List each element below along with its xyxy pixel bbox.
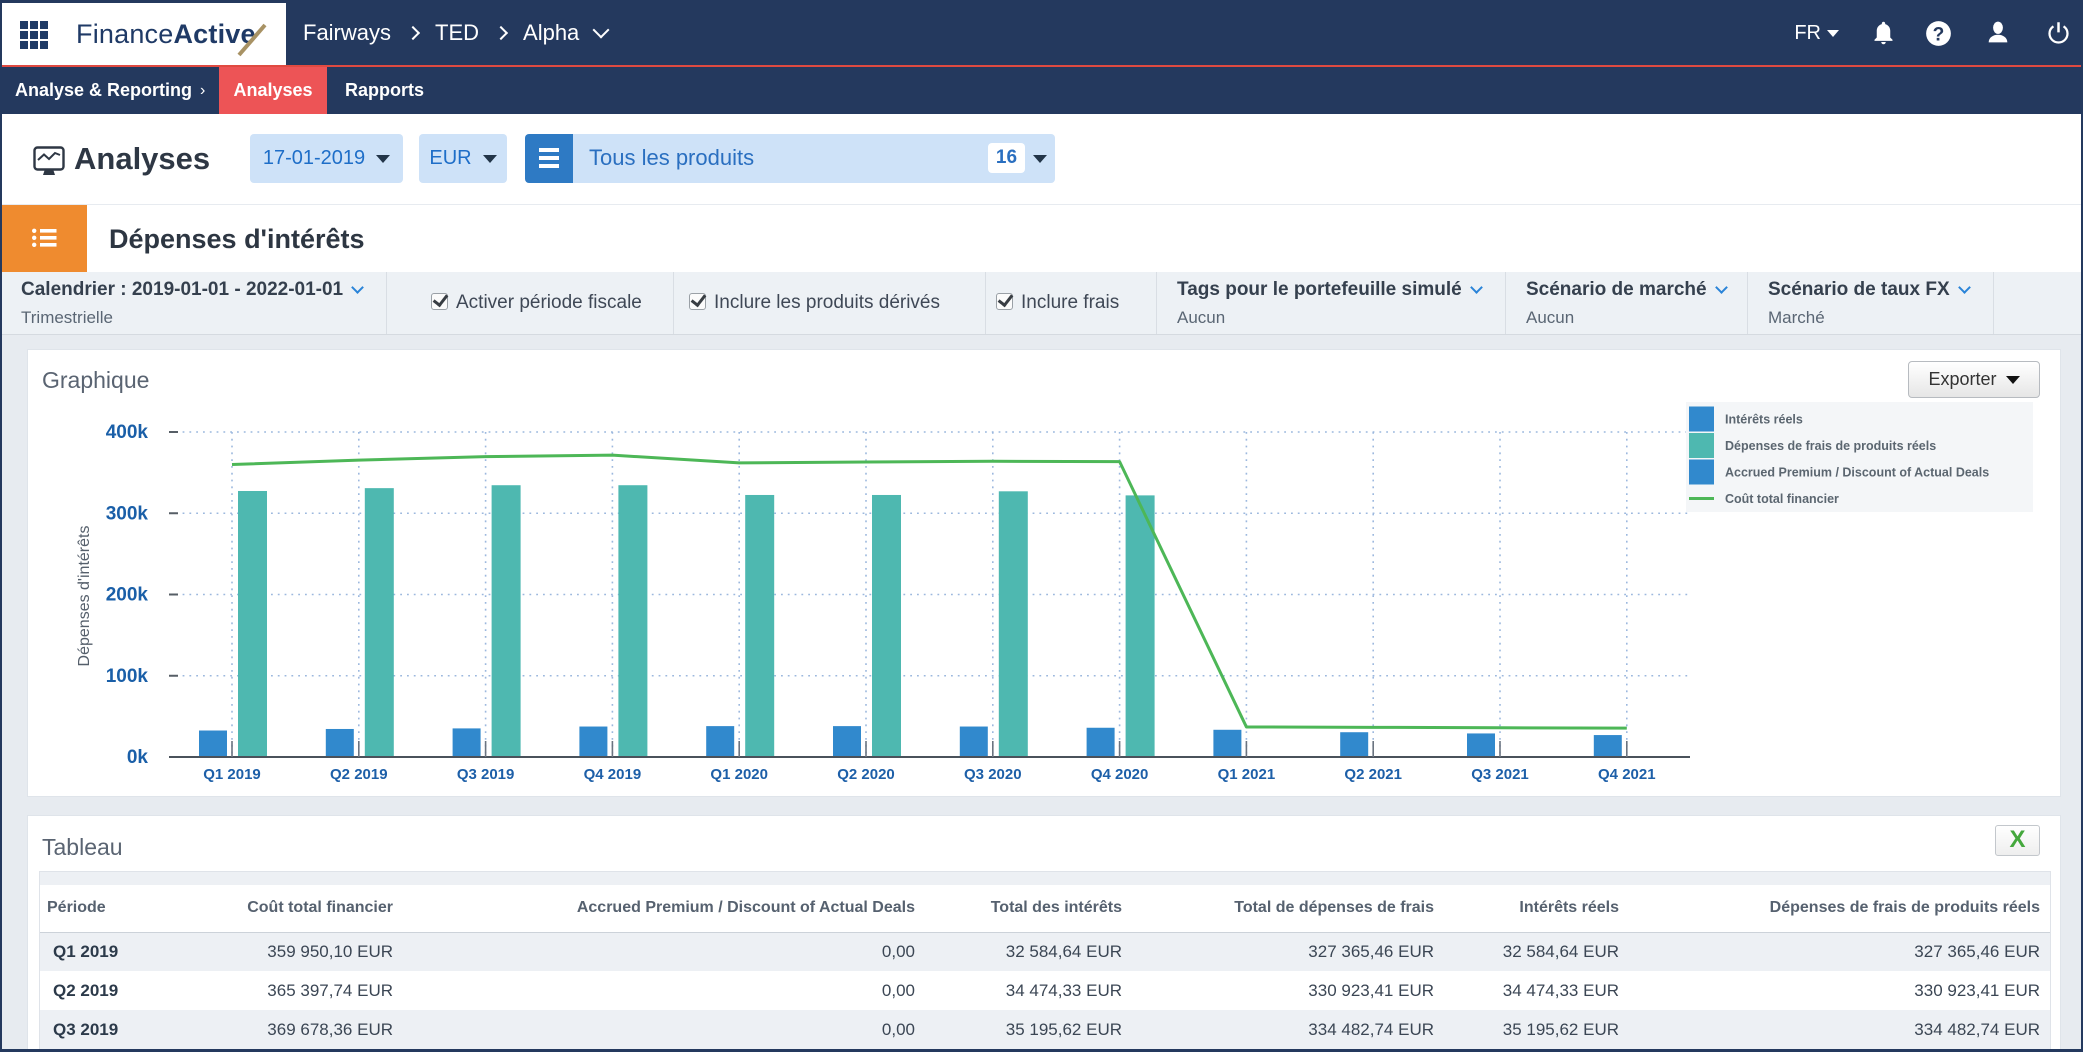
svg-text:Dépenses de frais de produits: Dépenses de frais de produits réels	[1725, 439, 1936, 453]
svg-text:Q4 2020: Q4 2020	[1091, 766, 1149, 783]
svg-text:Q1 2020: Q1 2020	[710, 766, 768, 783]
svg-text:Q4 2021: Q4 2021	[1598, 766, 1656, 783]
svg-text:Q2 2021: Q2 2021	[1344, 766, 1402, 783]
svg-text:Q4 2019: Q4 2019	[584, 766, 642, 783]
svg-text:300k: 300k	[106, 503, 149, 524]
svg-text:Q2 2019: Q2 2019	[330, 766, 388, 783]
svg-text:Intérêts réels: Intérêts réels	[1725, 413, 1803, 427]
svg-text:Q3 2019: Q3 2019	[457, 766, 515, 783]
svg-text:Dépenses d'intérêts: Dépenses d'intérêts	[76, 526, 93, 667]
svg-text:Coût total financier: Coût total financier	[1725, 492, 1839, 506]
svg-text:Accrued Premium / Discount of: Accrued Premium / Discount of Actual Dea…	[1725, 466, 1989, 480]
svg-text:400k: 400k	[106, 422, 149, 443]
svg-text:Q1 2021: Q1 2021	[1218, 766, 1276, 783]
svg-text:200k: 200k	[106, 585, 149, 606]
svg-text:Q2 2020: Q2 2020	[837, 766, 895, 783]
svg-text:Q1 2019: Q1 2019	[203, 766, 261, 783]
svg-text:Q3 2021: Q3 2021	[1471, 766, 1529, 783]
svg-text:?: ?	[1933, 24, 1945, 45]
svg-text:0k: 0k	[127, 747, 149, 768]
svg-text:100k: 100k	[106, 666, 149, 687]
svg-text:Q3 2020: Q3 2020	[964, 766, 1022, 783]
